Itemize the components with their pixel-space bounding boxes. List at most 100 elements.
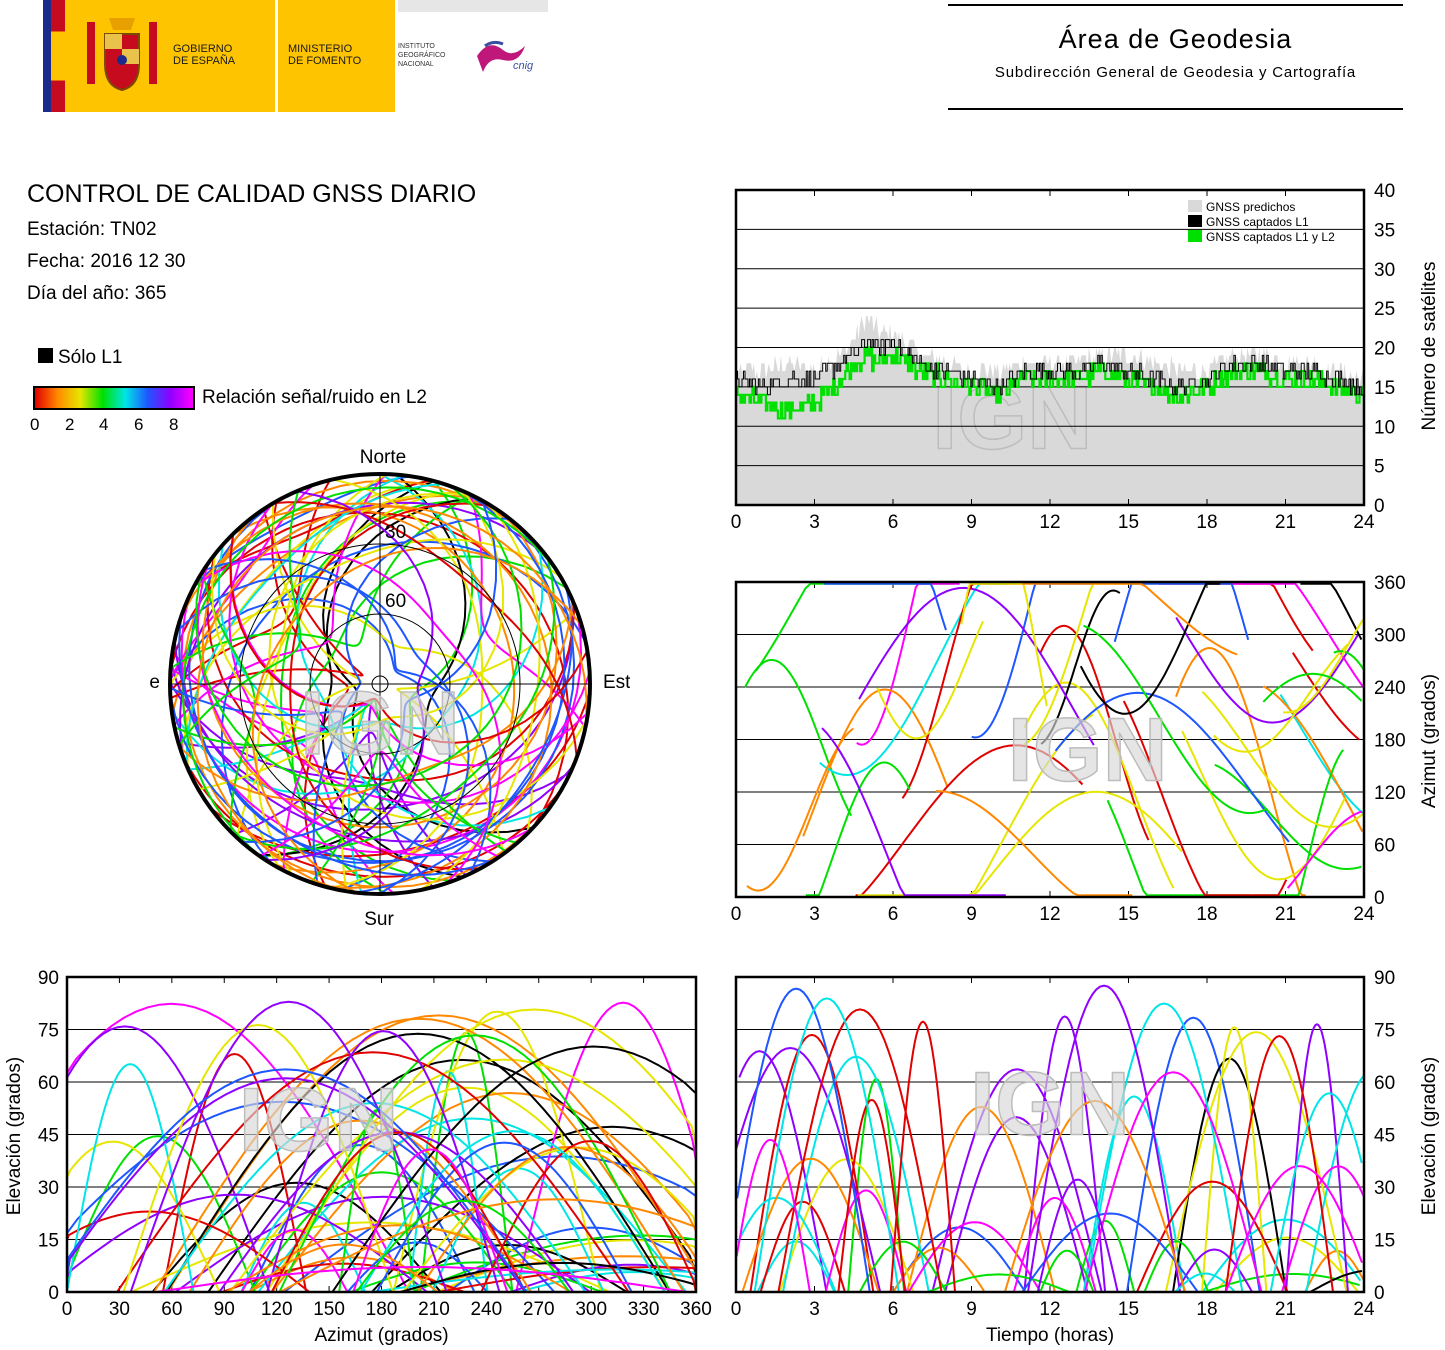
satellite-track — [1054, 691, 1290, 843]
gobierno-line2: DE ESPAÑA — [173, 55, 236, 67]
x-tick-label: 21 — [1275, 1299, 1296, 1320]
satellite-track — [66, 1077, 527, 1293]
satellite-track — [1201, 1026, 1268, 1293]
y-tick-label: 60 — [38, 1073, 59, 1094]
satellite-track — [161, 1052, 308, 1293]
watermark: IGN — [970, 1055, 1130, 1155]
satellite-track — [66, 1063, 195, 1293]
satellite-track — [1003, 1099, 1187, 1293]
satellite-track — [1082, 1095, 1186, 1293]
y-tick-label: 10 — [1374, 417, 1395, 438]
x-tick-label: 330 — [628, 1299, 660, 1320]
x-tick-label: 18 — [1196, 1299, 1217, 1320]
elevation-time-xlabel: Tiempo (horas) — [985, 1325, 1115, 1346]
satellite-track — [858, 586, 1095, 746]
plot-frame — [734, 580, 1366, 899]
satellite-track — [1333, 650, 1365, 671]
skyplot-ring-30-label: 30 — [385, 522, 406, 543]
y-tick-label: 180 — [1374, 731, 1406, 752]
plot-frame — [65, 975, 698, 1294]
satellite-track — [196, 505, 588, 891]
cnig-text: cnig — [513, 60, 534, 72]
satellite-track — [876, 620, 984, 740]
satellite-track — [1084, 1071, 1263, 1293]
satellite-track — [178, 615, 498, 877]
satellite-track — [907, 1221, 1042, 1293]
snr-tick: 4 — [99, 415, 109, 434]
satellite-track — [1305, 1074, 1365, 1293]
y-tick-label: 60 — [1374, 1073, 1395, 1094]
satellite-track — [232, 506, 516, 874]
ign-line2: GEOGRÁFICO — [398, 52, 446, 59]
y-tick-label: 30 — [1374, 1178, 1395, 1199]
satellite-track — [182, 486, 560, 860]
x-tick-label: 300 — [575, 1299, 607, 1320]
satellite-track — [350, 1261, 603, 1293]
satellite-track — [233, 731, 467, 877]
header-rule-top — [948, 4, 1403, 6]
satellite-track — [819, 582, 1008, 777]
skyplot-west-label: Oeste — [150, 672, 160, 693]
satellite-track — [837, 1098, 906, 1293]
elevation-azimuth-chart: 0 15 30 45 60 75 90 0 30 60 90 120 150 180 210 240 270 30… — [38, 968, 712, 1320]
satellite-track — [268, 492, 588, 821]
x-tick-label: 60 — [161, 1299, 182, 1320]
x-tick-label: 15 — [1118, 512, 1139, 533]
satellite-track — [1040, 589, 1121, 745]
satellite-track — [122, 1023, 394, 1293]
satellite-track — [66, 1135, 256, 1293]
elevation-azimuth-xlabel: Azimut (grados) — [314, 1325, 449, 1346]
ign-top-bar — [398, 0, 548, 12]
satellite-track — [927, 1273, 1070, 1293]
y-tick-label: 0 — [1374, 888, 1385, 909]
ign-line3: NACIONAL — [398, 61, 434, 68]
satellite-track — [805, 761, 911, 897]
elevation-time-ylabel: Elevación (grados) — [1419, 1056, 1440, 1216]
x-tick-label: 0 — [62, 1299, 73, 1320]
satellite-track — [396, 608, 577, 855]
satellite-track — [892, 1246, 986, 1293]
y-tick-label: 300 — [1374, 626, 1406, 647]
satellite-track — [278, 1034, 672, 1293]
y-tick-label: 90 — [38, 968, 59, 989]
satellite-track — [355, 1199, 571, 1293]
satellite-track — [901, 582, 1022, 799]
satellite-track — [1286, 810, 1363, 889]
x-tick-label: 24 — [1353, 512, 1375, 533]
satellite-track — [1283, 619, 1364, 714]
azimuth-time-ylabel: Azimut (grados) — [1419, 673, 1440, 809]
satellite-track — [178, 490, 302, 747]
satellite-track — [195, 485, 523, 788]
satellite-track — [245, 490, 464, 870]
y-tick-label: 30 — [1374, 260, 1395, 281]
ministerio-line1: MINISTERIO — [288, 43, 353, 55]
satellite-track — [802, 688, 948, 837]
satellite-track — [170, 682, 572, 806]
satellite-track — [906, 1105, 1056, 1293]
y-tick-label: 45 — [1374, 1126, 1395, 1147]
y-tick-label: 240 — [1374, 678, 1406, 699]
horizon — [168, 472, 592, 896]
satellite-track — [359, 1130, 666, 1293]
satellite-track — [1304, 1249, 1365, 1293]
x-tick-label: 6 — [888, 1299, 899, 1320]
satellite-track — [1213, 643, 1349, 753]
ministerio-text: MINISTERIO DE FOMENTO — [288, 43, 361, 67]
area-subtitle: Subdirección General de Geodesia y Carto… — [994, 64, 1357, 81]
x-tick-label: 6 — [888, 512, 899, 533]
series-l1 — [736, 339, 1365, 396]
y-tick-label: 60 — [1374, 836, 1395, 857]
satellite-track — [858, 1240, 947, 1293]
satellite-track — [1023, 1015, 1107, 1293]
ministerio-panel — [278, 0, 395, 112]
satellite-track — [960, 582, 1048, 707]
satellite-track — [66, 1068, 528, 1293]
satellite-track — [129, 1000, 448, 1293]
satellite-track — [170, 597, 451, 892]
satellite-track — [1039, 624, 1150, 841]
satellite-track — [1175, 646, 1306, 897]
doy-label: Día del año: 365 — [27, 283, 167, 304]
satellite-track — [66, 1193, 428, 1293]
satellite-track — [116, 1051, 630, 1293]
